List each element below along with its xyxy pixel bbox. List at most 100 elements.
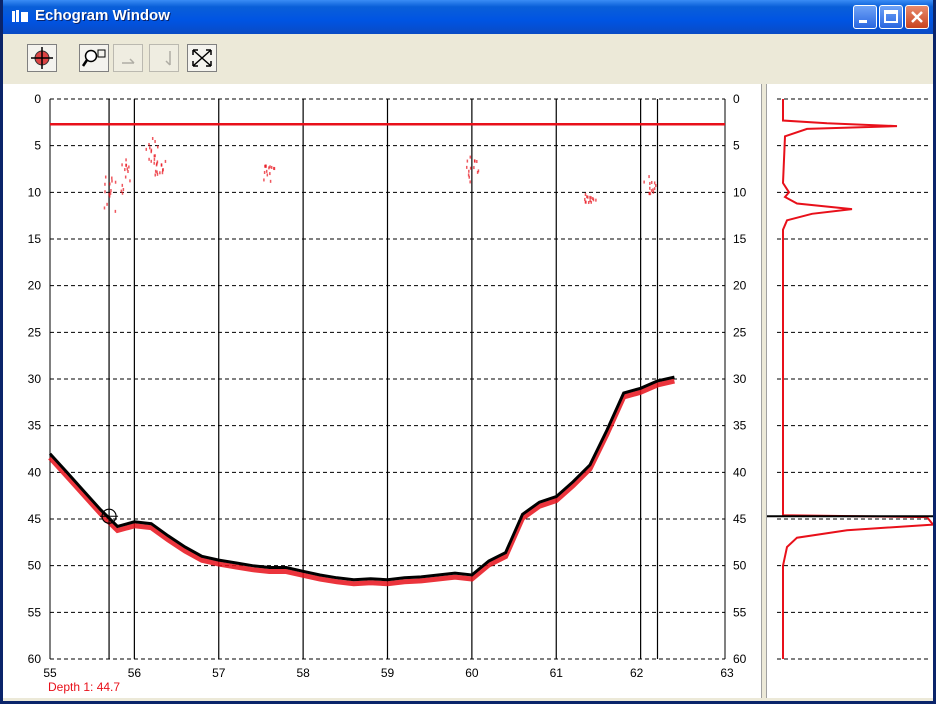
echo-speckle [153, 154, 156, 158]
x-tick-label: 61 [550, 666, 564, 680]
echo-speckle [128, 165, 130, 169]
echo-speckle [156, 160, 159, 164]
echo-speckle [595, 198, 597, 202]
echo-speckle [469, 155, 472, 159]
echo-speckle [473, 166, 475, 170]
x-tick-label: 60 [465, 666, 479, 680]
echo-speckle [124, 175, 127, 179]
echo-speckle [266, 173, 269, 177]
echo-speckle [469, 180, 471, 184]
echo-speckle [269, 172, 271, 176]
echo-speckle [469, 166, 472, 170]
minimize-button[interactable] [853, 5, 877, 29]
echo-speckle [104, 182, 106, 186]
bottom-echo-band [48, 378, 675, 587]
echo-speckle [164, 159, 167, 163]
echo-speckle [156, 170, 158, 174]
echo-speckle [153, 157, 156, 161]
x-tick-label: 55 [43, 666, 57, 680]
echo-speckle [592, 196, 594, 200]
echo-speckle [120, 189, 123, 193]
echo-speckle [108, 194, 111, 198]
echo-speckle [154, 140, 156, 144]
depth-tick-label-left: 50 [28, 559, 42, 573]
depth-readout: Depth 1: 44.7 [48, 680, 120, 694]
echo-speckle [160, 163, 163, 167]
echo-speckle [652, 190, 655, 194]
echo-speckle [653, 181, 656, 185]
echo-speckle [586, 195, 588, 199]
minimize-icon [859, 20, 867, 23]
close-button[interactable] [905, 5, 929, 29]
echo-speckle [125, 163, 128, 167]
echo-speckle [649, 186, 651, 190]
echo-speckle [269, 165, 271, 169]
echo-speckle [653, 187, 656, 191]
echo-speckle [648, 175, 650, 179]
echo-speckle [590, 196, 592, 200]
depth-tick-label-left: 10 [28, 185, 42, 199]
depth-tick-label-left: 20 [28, 279, 42, 293]
zoom-back-button[interactable] [113, 44, 143, 72]
echo-speckle [650, 189, 653, 193]
echo-speckle [466, 159, 469, 163]
title-bar[interactable]: Echogram Window [3, 0, 933, 34]
panel-splitter[interactable] [761, 84, 767, 698]
echo-speckle [153, 161, 155, 165]
echo-speckle [111, 179, 113, 183]
echo-speckle [273, 166, 275, 170]
echo-speckle [104, 175, 107, 179]
echo-speckle [587, 201, 590, 205]
echo-speckle [148, 157, 150, 161]
profile-panel [767, 84, 935, 698]
depth-tick-label-right: 0 [733, 92, 740, 106]
depth-tick-label-right: 35 [733, 419, 747, 433]
depth-tick-label-right: 5 [733, 139, 740, 153]
echo-speckle [465, 165, 468, 169]
zoom-forward-button[interactable] [149, 44, 179, 72]
maximize-button[interactable] [879, 5, 903, 29]
echo-speckle [162, 168, 164, 172]
echogram-plot-panel[interactable]: 0 0 5 5 10 10 15 15 20 20 25 25 30 30 35 35 40 40 45 45 50 50… [3, 84, 761, 698]
echo-speckle [268, 166, 270, 170]
x-tick-label: 63 [720, 666, 734, 680]
echo-speckle [150, 159, 152, 163]
x-tick-label: 59 [381, 666, 395, 680]
depth-tick-label-left: 60 [28, 652, 42, 666]
echo-speckle [265, 169, 268, 173]
echo-speckle [121, 191, 124, 195]
echo-speckle [585, 200, 587, 204]
pan-crosshair-button[interactable] [27, 44, 57, 72]
depth-tick-label-left: 25 [28, 325, 42, 339]
toolbar [3, 34, 933, 80]
echo-speckle [584, 192, 587, 196]
depth-tick-label-left: 30 [28, 372, 42, 386]
zoom-button[interactable] [79, 44, 109, 72]
depth-tick-label-right: 40 [733, 465, 747, 479]
echo-speckle [263, 170, 266, 174]
bottom-line [48, 375, 675, 582]
echo-speckle [156, 162, 158, 166]
echo-speckle [589, 195, 591, 199]
echo-speckle [476, 159, 478, 163]
echo-speckle [108, 192, 110, 196]
depth-tick-label-right: 55 [733, 605, 747, 619]
depth-tick-label-left: 45 [28, 512, 42, 526]
echo-speckle [263, 178, 265, 182]
echo-speckle [652, 188, 654, 192]
echo-speckle [109, 191, 112, 195]
echo-speckle [114, 180, 117, 184]
echo-speckle [111, 176, 113, 180]
echo-speckle [149, 146, 151, 150]
echo-speckle [125, 158, 127, 162]
echo-speckle [124, 168, 126, 172]
echo-speckle [590, 200, 593, 204]
depth-tick-label-left: 35 [28, 419, 42, 433]
zoom-icon [81, 49, 106, 67]
echo-speckle [154, 169, 157, 173]
zoom-fit-button[interactable] [187, 44, 217, 72]
backscatter-profile-chart [767, 98, 935, 660]
echo-speckle [156, 172, 159, 176]
